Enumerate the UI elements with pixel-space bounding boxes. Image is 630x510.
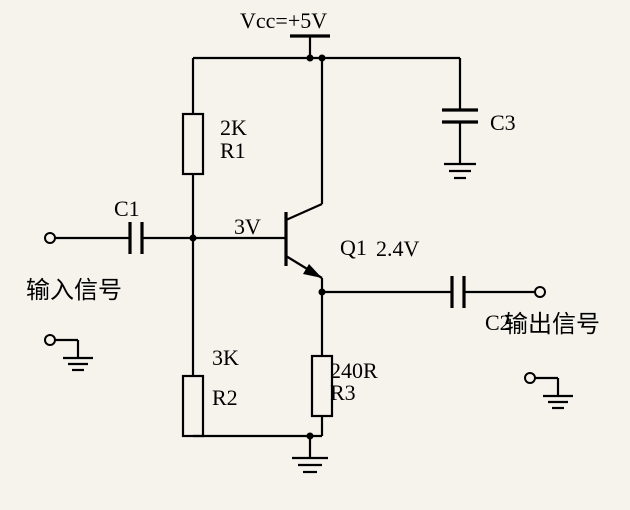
q1-collector	[286, 204, 322, 220]
node-vcc	[307, 55, 314, 62]
r1-resistor	[183, 114, 203, 174]
r1-name: R1	[220, 138, 246, 163]
ground-c3	[444, 164, 476, 178]
input-ground-terminal	[45, 335, 55, 345]
ve-label: 2.4V	[376, 236, 420, 261]
q1-label: Q1	[340, 235, 367, 260]
r3-name: R3	[330, 380, 356, 405]
r2-resistor	[183, 376, 203, 436]
vb-label: 3V	[234, 214, 261, 239]
input-terminal	[45, 233, 55, 243]
ground-main	[292, 458, 328, 472]
ground-output	[543, 396, 573, 408]
output-terminal	[535, 287, 545, 297]
r1-value: 2K	[220, 115, 247, 140]
r3-resistor	[312, 356, 332, 416]
r2-value: 3K	[212, 345, 239, 370]
input-label: 输入信号	[26, 277, 122, 304]
c3-label: C3	[490, 110, 516, 135]
ground-input	[63, 358, 93, 370]
vcc-label: Vcc=+5V	[240, 8, 327, 33]
q1-emitter-arrow	[303, 264, 322, 278]
output-label: 输出信号	[504, 311, 600, 338]
output-ground-terminal	[525, 373, 535, 383]
node-coll-top	[319, 55, 326, 62]
r2-name: R2	[212, 385, 238, 410]
c1-label: C1	[114, 196, 140, 221]
